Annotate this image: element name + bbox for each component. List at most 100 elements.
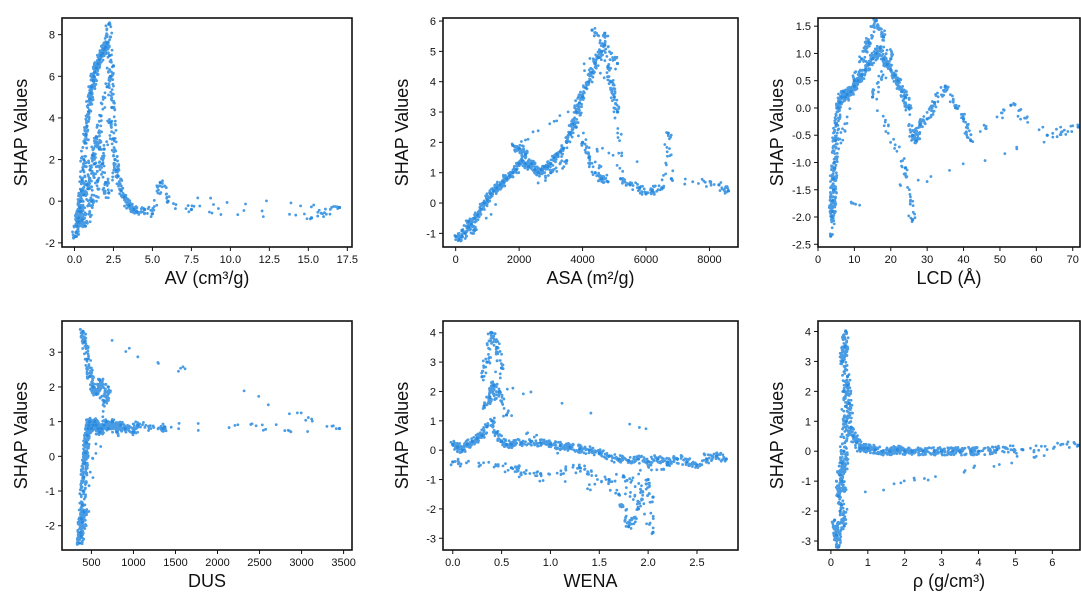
y-tick-label: 0.0 (796, 103, 811, 115)
y-tick-label: 3 (430, 357, 436, 369)
y-tick-label: 1 (430, 416, 436, 428)
plot-av: 0.0 2.5 5.0 7.5 10.0 12.5 15.0 17.5 -2 0 2 4 6 8 AV (c… (11, 17, 358, 288)
y-tick-label: -3 (801, 536, 811, 548)
y-tick-label: 1 (430, 168, 436, 180)
plot-frame (61, 17, 353, 248)
x-tick-label: 10 (848, 254, 860, 266)
point-cloud-av (71, 21, 340, 240)
x-tick-label: 10.0 (220, 254, 241, 266)
y-tick-label: 4 (430, 328, 436, 340)
x-tick-label: 50 (994, 254, 1006, 266)
data-point (1045, 133, 1049, 137)
plot-wena: 0.0 0.5 1.0 1.5 2.0 2.5 -3 -2 -1 0 1 2 3 4 WENA SHAP Va… (392, 320, 739, 591)
data-point (102, 147, 106, 151)
y-tick-label: -0.5 (792, 130, 811, 142)
y-tick-label: -2 (801, 506, 811, 518)
y-tick-label: -2 (45, 521, 55, 533)
plot-asa: 0 2000 4000 6000 8000 -1 0 1 2 3 4 5 6 ASA (m²/g) SHAP… (392, 16, 739, 288)
data-point (1076, 125, 1080, 129)
x-tick-label: 15.0 (298, 254, 319, 266)
plot-rho: 0 1 2 3 4 5 6 -3 -2 -1 0 1 2 3 4 ρ (g/cm³) SHAP Values (767, 320, 1081, 591)
y-tick-label: 2 (430, 386, 436, 398)
x-tick-label: 2000 (507, 254, 531, 266)
x-tick-label: 30 (921, 254, 933, 266)
y-tick-label: 6 (430, 16, 436, 28)
x-tick-label: 2500 (247, 557, 271, 569)
y-tick-label: 8 (49, 30, 55, 42)
y-tick-label: 2 (49, 382, 55, 394)
data-point (619, 177, 623, 181)
x-tick-label: 20 (885, 254, 897, 266)
y-tick-label: -1.0 (792, 157, 811, 169)
x-tick-label: 2.5 (106, 254, 121, 266)
y-axis-label: SHAP Values (767, 79, 787, 186)
y-tick-label: 2 (49, 155, 55, 167)
x-tick-label: 2.0 (640, 557, 655, 569)
y-tick-label: 1.0 (796, 48, 811, 60)
x-tick-label: 6 (1049, 557, 1055, 569)
data-point (612, 95, 616, 99)
y-tick-label: -2.5 (792, 239, 811, 251)
x-tick-label: 4 (975, 557, 981, 569)
y-tick-label: -3 (426, 533, 436, 545)
point-cloud-lcd (827, 17, 1080, 236)
x-tick-label: 7.5 (184, 254, 199, 266)
x-tick-label: 2000 (205, 557, 229, 569)
x-tick-label: 2 (902, 557, 908, 569)
y-tick-label: -2 (45, 238, 55, 250)
x-tick-label: 1.0 (543, 557, 558, 569)
data-point (615, 61, 620, 66)
x-tick-label: 4000 (570, 254, 594, 266)
x-axis-label: AV (cm³/g) (165, 268, 250, 288)
data-point (504, 413, 509, 417)
y-tick-label: 0 (49, 196, 55, 208)
x-tick-label: 0.5 (494, 557, 509, 569)
y-tick-label: 4 (805, 326, 811, 338)
y-axis-label: SHAP Values (392, 79, 412, 186)
y-tick-label: 0 (430, 445, 436, 457)
y-tick-label: 4 (49, 113, 55, 125)
data-point (451, 460, 455, 464)
y-tick-label: 6 (49, 71, 55, 83)
y-axis-label: SHAP Values (392, 382, 412, 489)
y-tick-label: 1 (49, 417, 55, 429)
x-tick-label: 3 (939, 557, 945, 569)
x-tick-label: 40 (957, 254, 969, 266)
data-point (105, 85, 109, 89)
data-point (603, 31, 607, 35)
x-tick-label: 2.5 (689, 557, 704, 569)
data-point (651, 495, 655, 499)
plot-dus: 500 1000 1500 2000 2500 3000 3500 -2 -1 0 1 2 3 DUS SH… (11, 320, 356, 591)
data-point (107, 191, 111, 195)
y-axis-label: SHAP Values (11, 382, 31, 489)
y-tick-label: 0 (430, 198, 436, 210)
x-tick-label: 1.5 (592, 557, 607, 569)
y-tick-label: 1 (805, 416, 811, 428)
y-tick-label: 3 (430, 107, 436, 119)
x-tick-label: 17.5 (337, 254, 358, 266)
x-axis-label: ASA (m²/g) (546, 268, 634, 288)
y-tick-label: 3 (49, 347, 55, 359)
x-tick-label: 500 (82, 557, 100, 569)
x-axis-label: DUS (188, 571, 226, 591)
y-tick-label: 0 (805, 446, 811, 458)
y-tick-label: -2 (426, 504, 436, 516)
y-axis-label: SHAP Values (11, 79, 31, 186)
x-tick-label: 1000 (121, 557, 145, 569)
data-point (870, 95, 875, 99)
point-cloud-wena (449, 330, 727, 536)
points-rho (833, 329, 1080, 549)
points-dus (78, 329, 341, 545)
points-asa (454, 28, 731, 242)
data-point (83, 224, 87, 228)
x-tick-label: 3500 (331, 557, 355, 569)
data-point (337, 426, 341, 431)
y-tick-label: -1.5 (792, 185, 811, 197)
y-tick-label: -1 (426, 228, 436, 240)
x-tick-label: 0.0 (445, 557, 460, 569)
x-tick-label: 0 (815, 254, 821, 266)
data-point (1009, 103, 1013, 107)
point-cloud-asa (453, 27, 730, 243)
y-tick-label: 3 (805, 356, 811, 368)
